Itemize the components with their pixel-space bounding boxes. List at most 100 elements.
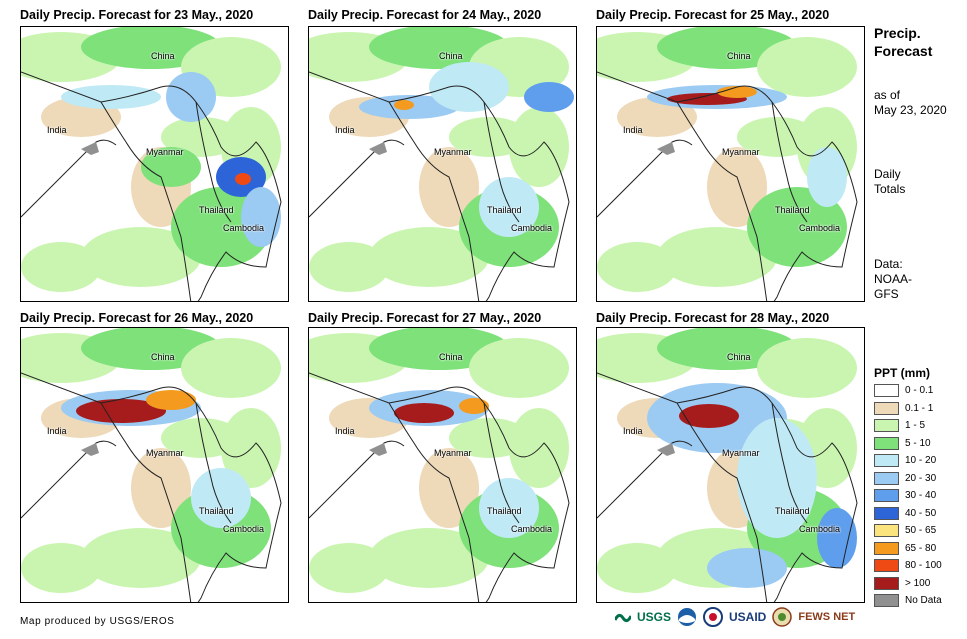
legend-swatch [874,559,899,573]
legend-swatch [874,524,899,538]
coastline [21,440,117,519]
country-border [309,71,570,301]
map-label-thailand: Thailand [775,205,810,215]
legend-item: 65 - 80 [874,540,942,558]
country-border [771,402,808,524]
map-label-india: India [47,426,67,436]
map-label-india: India [623,426,643,436]
country-border [195,101,232,223]
legend-item: 50 - 65 [874,522,942,540]
legend-swatch [874,471,899,485]
legend-swatch [874,506,899,520]
precip-area [309,242,389,292]
legend-item: No Data [874,592,942,610]
precip-area [76,399,166,423]
precip-area [21,543,101,593]
legend-label: No Data [905,595,942,607]
map-label-myanmar: Myanmar [722,448,760,458]
country-border [483,101,520,223]
map-label-cambodia: Cambodia [511,223,553,233]
country-border [771,101,808,223]
no-data-area [81,443,99,456]
fewsnet-logo-icon [772,607,793,627]
map-panel-1: China India Myanmar Thailand Cambodia [20,26,289,302]
map-panel-5: China India Myanmar Thailand Cambodia [308,327,577,603]
country-border [100,101,192,301]
precip-map [21,328,282,602]
legend-swatch [874,384,899,398]
legend-label: 0 - 0.1 [905,385,934,397]
precip-map [309,328,570,602]
country-border [388,101,480,301]
legend-label: 0.1 - 1 [905,402,934,414]
legend-item: 40 - 50 [874,505,942,523]
country-border [100,402,192,602]
legend-label: 10 - 20 [905,455,937,467]
map-label-cambodia: Cambodia [223,524,265,534]
no-data-area [657,142,675,155]
precip-area [657,227,777,287]
map-label-china: China [727,352,751,362]
precip-area [241,187,281,247]
legend-item: 0 - 0.1 [874,382,942,400]
map-panel-3: China India Myanmar Thailand Cambodia [596,26,865,302]
legend-item: 20 - 30 [874,470,942,488]
precip-area [146,390,196,410]
usaid-logo: USAID [729,610,767,624]
map-label-china: China [151,352,175,362]
legend-swatch [874,576,899,590]
legend-item: 80 - 100 [874,557,942,575]
panel-title-2: Daily Precip. Forecast for 24 May., 2020 [308,8,542,22]
map-label-thailand: Thailand [487,506,522,516]
map-label-thailand: Thailand [199,205,234,215]
logo-strip: USGS USAID FEWS NET [615,607,855,627]
precip-area [597,242,677,292]
legend-label: > 100 [905,577,931,589]
precip-area [597,543,677,593]
legend-label: 1 - 5 [905,420,926,432]
legend-item: 30 - 40 [874,487,942,505]
legend-swatch [874,594,899,608]
coastline [309,440,405,519]
precip-area [469,338,569,398]
precip-map [309,27,574,301]
panel-title-3: Daily Precip. Forecast for 25 May., 2020 [596,8,830,22]
country-border [483,402,520,524]
map-label-china: China [439,51,463,61]
legend-label: 40 - 50 [905,507,937,519]
precip-area [617,97,697,137]
country-border [597,372,858,602]
legend-label: 30 - 40 [905,490,937,502]
map-label-myanmar: Myanmar [146,448,184,458]
country-border [21,372,282,602]
country-border [195,402,232,524]
legend-label: 65 - 80 [905,542,937,554]
precip-area [747,187,847,267]
no-data-area [369,142,387,155]
precip-area [459,398,489,414]
sidebar-title: Precip. Forecast [874,25,933,59]
precip-area [429,62,509,112]
panel-title-6: Daily Precip. Forecast for 28 May., 2020 [596,311,830,325]
map-label-thailand: Thailand [775,506,810,516]
precip-area [817,508,857,568]
legend-item: 5 - 10 [874,435,942,453]
as-of-date: as of May 23, 2020 [874,88,947,117]
map-label-myanmar: Myanmar [146,147,184,157]
fewsnet-logo: FEWS NET [798,611,856,623]
map-label-india: India [335,125,355,135]
precip-area [81,227,201,287]
country-border [21,71,282,301]
legend-label: 50 - 65 [905,525,937,537]
legend-item: 0.1 - 1 [874,400,942,418]
legend-swatch [874,419,899,433]
precip-area [166,72,216,122]
precip-map [21,27,282,301]
precip-area [61,85,161,109]
map-label-myanmar: Myanmar [434,448,472,458]
coastline [309,139,405,218]
country-border [388,402,480,602]
legend-swatch [874,436,899,450]
map-label-china: China [439,352,463,362]
precip-area [679,404,739,428]
